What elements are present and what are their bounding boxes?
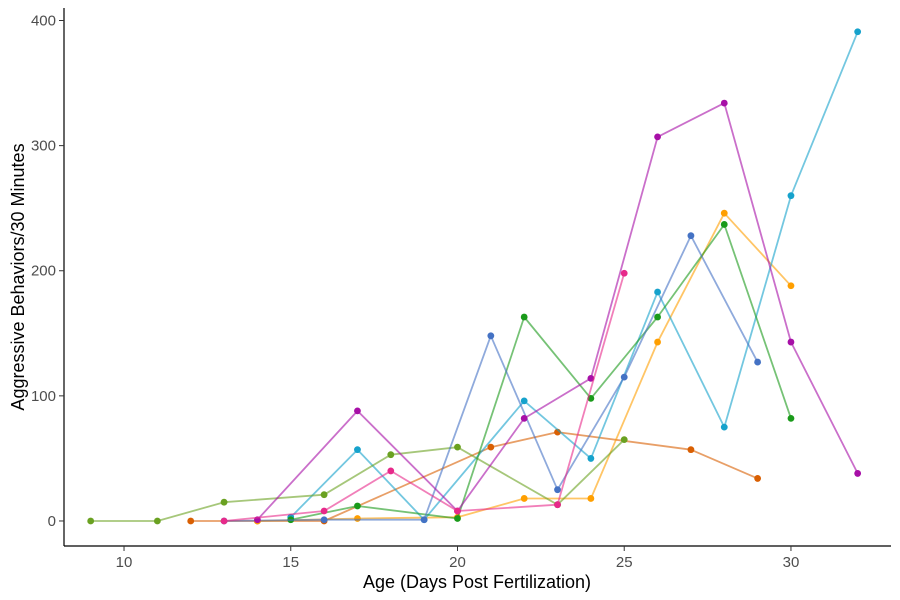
data-point [787, 414, 795, 422]
data-point [354, 446, 361, 454]
data-point [320, 491, 328, 499]
axes-layer [63, 8, 891, 547]
series-2 [254, 209, 795, 525]
x-axis-title: Age (Days Post Fertilization) [363, 572, 591, 592]
data-point [787, 282, 795, 290]
data-point [520, 397, 528, 405]
data-point [720, 221, 728, 228]
data-point [720, 209, 728, 217]
x-tick-label: 30 [783, 554, 800, 571]
series-line [223, 234, 759, 522]
data-point [654, 313, 661, 321]
y-axis-title: Aggressive Behaviors/30 Minutes [8, 143, 28, 410]
data-point [487, 443, 495, 451]
data-point [520, 313, 528, 321]
data-point [520, 414, 528, 422]
data-point [787, 192, 795, 200]
y-tick-label: 100 [31, 388, 56, 405]
data-point [454, 515, 461, 522]
x-tick-label: 15 [282, 554, 299, 571]
series-4 [87, 436, 628, 525]
data-point [654, 133, 661, 141]
data-point [720, 423, 728, 431]
series-8 [220, 269, 628, 525]
data-point [153, 517, 161, 525]
data-point [220, 498, 228, 506]
y-tick-label: 200 [31, 263, 56, 280]
y-tick-label: 400 [31, 13, 56, 30]
series-6 [220, 232, 762, 525]
data-point [454, 443, 461, 451]
data-point [787, 338, 795, 346]
data-point [854, 470, 862, 477]
series-line [89, 438, 626, 522]
data-point [754, 358, 762, 366]
data-point [354, 515, 361, 522]
data-point [554, 486, 561, 494]
data-point [687, 446, 695, 454]
data-point [620, 269, 628, 277]
series-5 [287, 221, 795, 524]
data-point [320, 516, 328, 524]
data-point [320, 507, 328, 515]
data-point [720, 99, 728, 107]
series-line [223, 272, 626, 522]
x-tick-label: 10 [116, 554, 133, 571]
y-tick-label: 300 [31, 138, 56, 155]
data-point [187, 517, 195, 525]
data-point [354, 407, 361, 415]
series-line [256, 102, 859, 521]
data-point [220, 517, 228, 525]
data-point [754, 475, 762, 482]
x-tick-label: 20 [449, 554, 466, 571]
data-point [454, 507, 461, 515]
data-point [554, 501, 561, 509]
series-line [189, 431, 759, 522]
series-line [289, 223, 792, 521]
data-point [654, 338, 661, 346]
data-point [854, 28, 862, 36]
data-point [354, 502, 361, 510]
data-point [587, 455, 595, 462]
data-point [520, 495, 528, 502]
data-point [587, 495, 595, 502]
data-point [620, 436, 628, 444]
y-tick-label: 0 [48, 513, 56, 530]
series-7 [254, 99, 862, 524]
data-point [387, 451, 395, 459]
data-point [87, 517, 95, 525]
x-tick-label: 25 [616, 554, 633, 571]
data-point [654, 288, 661, 296]
data-point [387, 467, 395, 475]
series-layer [87, 28, 862, 525]
data-point [687, 232, 695, 240]
data-point [487, 332, 495, 340]
data-point [420, 516, 428, 524]
series-line [256, 212, 792, 522]
data-point [620, 373, 628, 381]
